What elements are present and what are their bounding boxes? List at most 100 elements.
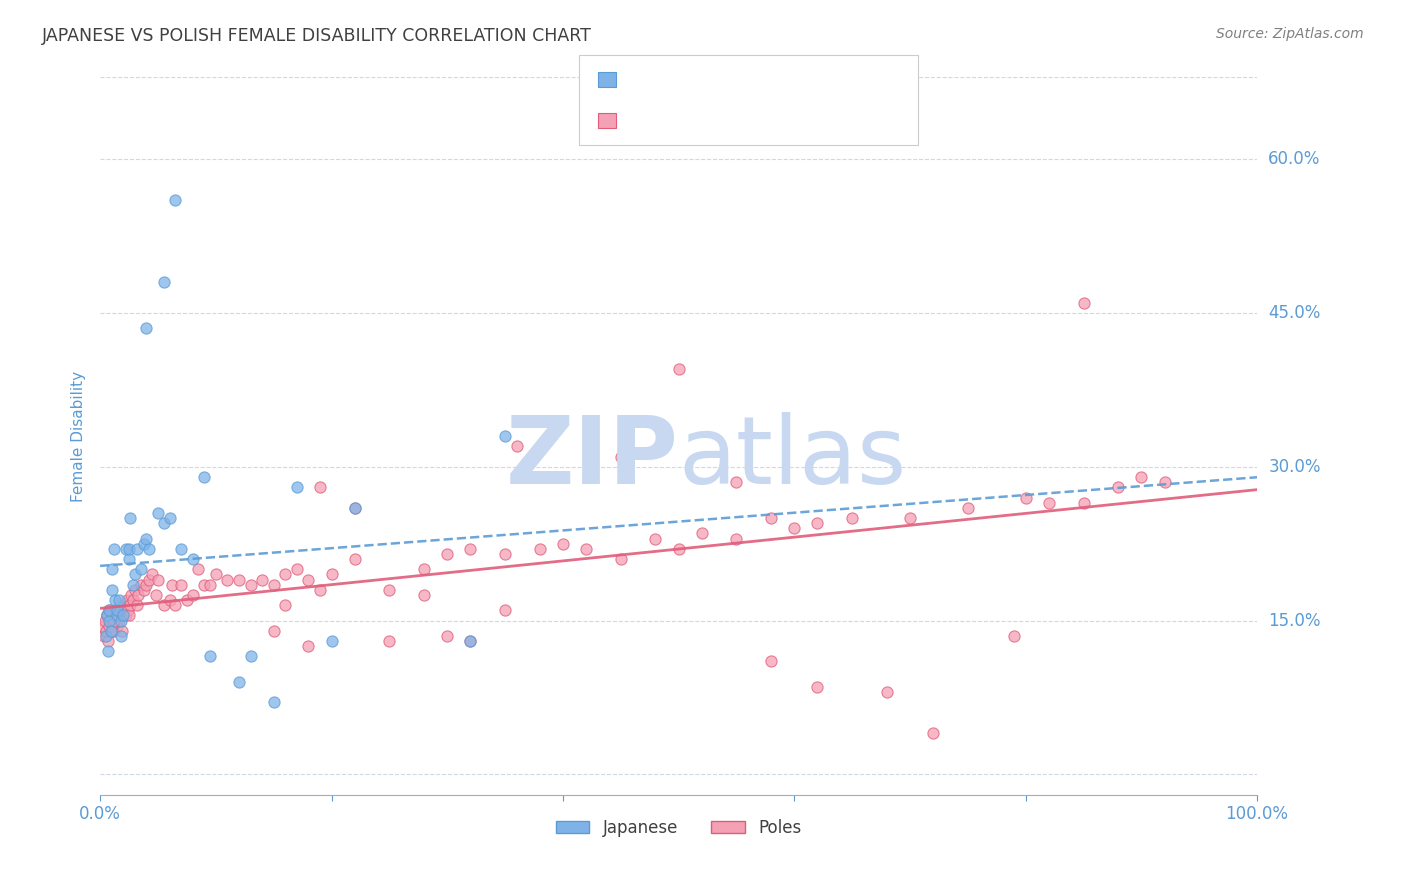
Point [343,552,366,566]
Point [1130,470,1153,484]
Point [898,511,921,525]
Point [263,624,285,638]
Point [170,541,193,556]
Point [118,552,141,566]
Point [176,593,198,607]
Text: N =  45: N = 45 [742,70,806,88]
Point [690,526,713,541]
Point [783,521,806,535]
Point [138,541,160,556]
Point [309,480,332,494]
Point [138,573,160,587]
Point [159,511,181,525]
Point [124,582,146,597]
Point [610,450,633,464]
Point [165,598,187,612]
Point [121,593,143,607]
Point [110,614,132,628]
Point [297,639,319,653]
Point [841,511,863,525]
Point [108,603,131,617]
Point [494,547,516,561]
Point [129,562,152,576]
Point [100,624,122,638]
Y-axis label: Female Disability: Female Disability [72,370,86,501]
Point [146,506,169,520]
Point [181,552,204,566]
Legend: Japanese, Poles: Japanese, Poles [550,813,808,844]
Point [121,577,143,591]
Point [115,593,138,607]
Point [135,532,157,546]
Point [575,541,598,556]
Point [263,577,285,591]
Point [343,500,366,515]
Point [93,629,115,643]
Point [343,500,366,515]
Point [193,470,215,484]
Point [141,567,163,582]
Point [127,541,149,556]
Point [460,541,482,556]
Point [111,624,134,638]
Point [378,582,401,597]
Point [297,573,319,587]
Point [96,608,118,623]
Point [436,629,458,643]
Point [529,541,551,556]
Point [198,649,221,664]
Point [170,577,193,591]
Point [725,532,748,546]
Point [112,608,135,623]
Point [413,562,436,576]
Point [1073,296,1095,310]
Point [129,577,152,591]
Point [610,552,633,566]
Point [187,562,209,576]
Point [107,614,129,628]
Point [103,541,125,556]
Point [956,500,979,515]
Point [112,608,135,623]
Point [1002,629,1025,643]
Point [217,573,239,587]
Point [551,536,574,550]
Point [91,618,114,632]
Point [193,577,215,591]
Text: R = 0.174: R = 0.174 [626,70,709,88]
Point [1073,496,1095,510]
Point [127,588,149,602]
Point [759,655,782,669]
Point [101,614,124,628]
Point [263,696,285,710]
Point [107,603,129,617]
Point [100,562,122,576]
Text: N = 108: N = 108 [742,112,811,129]
Point [100,618,122,632]
Point [98,603,121,617]
Point [505,439,527,453]
Point [159,593,181,607]
Point [105,608,128,623]
Point [110,608,132,623]
Point [127,598,149,612]
Point [94,624,117,638]
Point [1153,475,1175,490]
Point [135,321,157,335]
Point [135,577,157,591]
Point [114,608,136,623]
Point [100,624,122,638]
Point [239,649,262,664]
Point [274,598,297,612]
Point [118,541,141,556]
Point [1107,480,1129,494]
Text: 30.0%: 30.0% [1268,458,1320,475]
Text: 45.0%: 45.0% [1268,304,1320,322]
Point [124,567,146,582]
Point [285,480,308,494]
Point [1015,491,1038,505]
Point [152,516,174,531]
Point [460,634,482,648]
Point [107,593,129,607]
Point [806,680,828,694]
